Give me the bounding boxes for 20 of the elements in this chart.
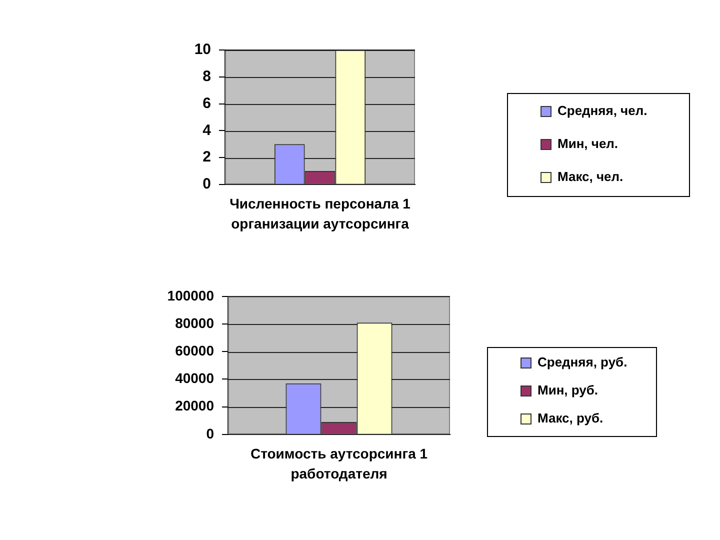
legend-label: Средняя, руб. (538, 354, 628, 370)
y-tick-label: 4 (202, 122, 212, 139)
legend-label: Средняя, чел. (558, 103, 648, 118)
y-tick-label: 10 (194, 41, 211, 58)
y-tick-label: 0 (206, 425, 214, 442)
legend-label: Мин, руб. (538, 382, 598, 398)
y-tick-label: 2 (202, 148, 211, 166)
y-tick-label: 0 (202, 176, 211, 193)
legend-label: Мин, чел. (558, 136, 618, 152)
y-tick-label: 80000 (175, 314, 214, 331)
y-tick-label: 20000 (175, 398, 214, 414)
y-tick-label: 40000 (175, 370, 214, 386)
y-tick-label: 60000 (175, 342, 214, 358)
y-tick-label: 100000 (167, 287, 214, 304)
legend-label: Макс, руб. (538, 410, 604, 426)
y-tick-label: 6 (202, 94, 211, 112)
y-tick-label: 8 (202, 68, 211, 86)
x-tick-label: Стоимость аутсорсинга 1 работодателя (250, 445, 428, 482)
legend-label: Макс, чел. (558, 169, 624, 184)
x-tick-label: Численность персонала 1 организации аутсорсинга (230, 195, 411, 232)
